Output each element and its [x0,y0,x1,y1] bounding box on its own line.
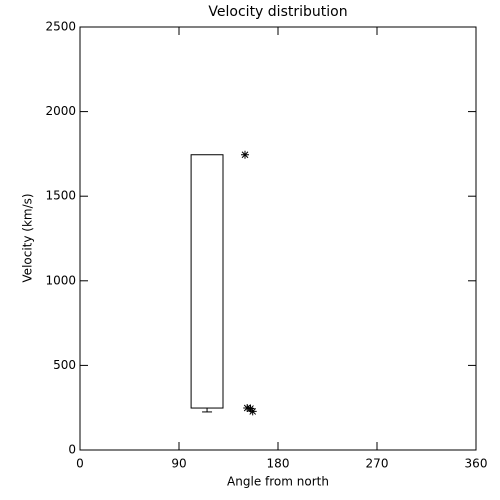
y-tick-label: 2000 [45,104,76,118]
y-tick-label: 0 [68,443,76,457]
x-tick-label: 90 [171,457,186,471]
x-tick-label: 360 [465,457,488,471]
plot-frame [79,26,477,451]
y-tick-label: 1000 [45,273,76,287]
x-tick-label: 0 [76,457,84,471]
y-axis-label: Velocity (km/s) [21,193,35,282]
y-tick-label: 1500 [45,189,76,203]
x-tick-label: 270 [366,457,389,471]
outlier [241,150,249,159]
box [190,154,224,409]
outlier [248,407,257,416]
x-axis-label: Angle from north [227,475,329,489]
y-tick-label: 500 [53,358,76,372]
chart-title: Velocity distribution [208,4,347,20]
outlier [243,404,252,413]
x-tick-label: 180 [267,457,290,471]
y-tick-label: 2500 [45,20,76,34]
